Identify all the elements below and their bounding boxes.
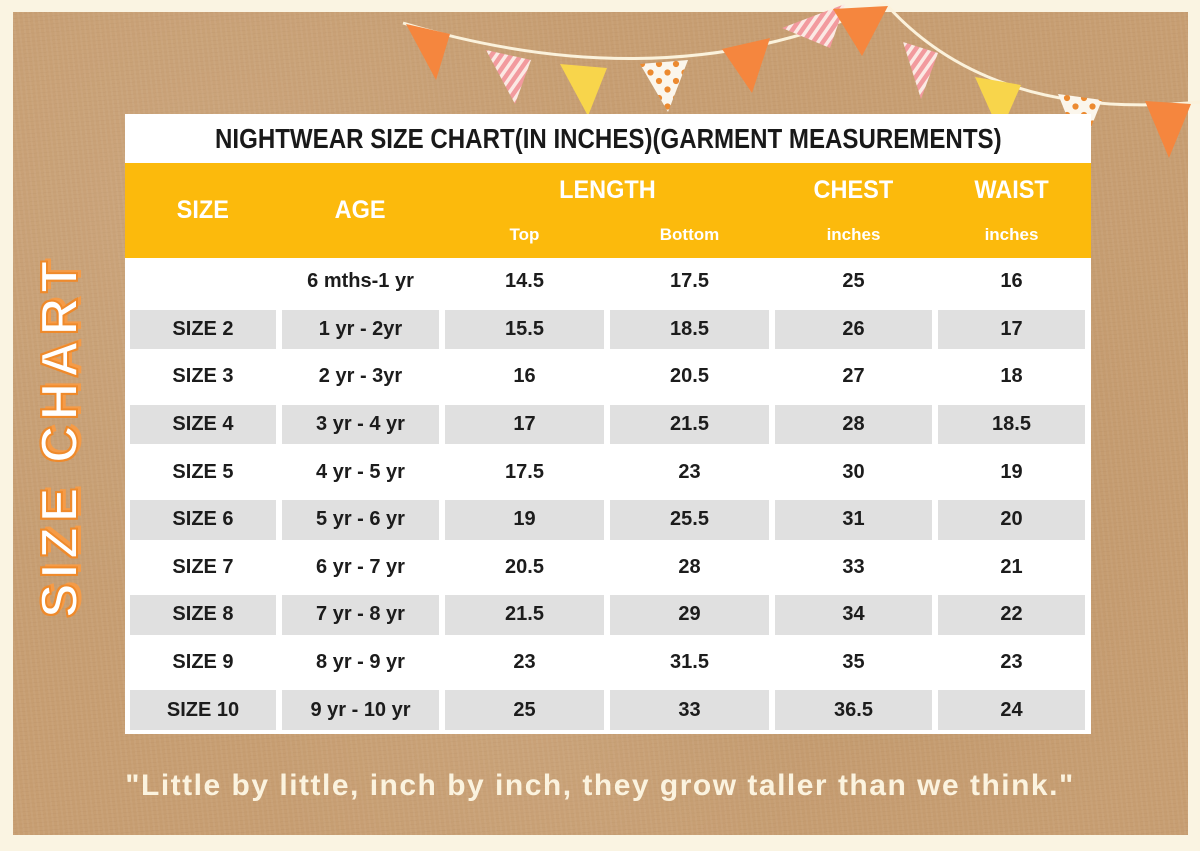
- cell-waist: 19: [1000, 460, 1023, 483]
- cell-bottom: 21.5: [610, 404, 769, 445]
- cell-chest: 36.5: [775, 690, 932, 730]
- cell-waist: 20: [938, 499, 1085, 540]
- cell-size: [130, 262, 276, 302]
- cell-top: 17.5: [505, 460, 544, 483]
- cell-bottom: 23: [678, 460, 701, 483]
- cell-size: SIZE 2: [130, 309, 276, 350]
- cell-chest: 28: [775, 404, 932, 445]
- cell-size: SIZE 3: [172, 365, 234, 388]
- cell-size: SIZE 7: [172, 555, 234, 578]
- table-row: 6 mths-1 yr 14.5 17.5 25 16: [125, 258, 1091, 306]
- col-subheader-bottom: Bottom: [659, 225, 720, 244]
- cell-age: 4 yr - 5 yr: [316, 460, 405, 483]
- table-row: SIZE 10 9 yr - 10 yr 25 33 36.5 24: [125, 686, 1091, 734]
- cell-waist: 21: [1000, 555, 1023, 578]
- cell-size: SIZE 5: [172, 460, 234, 483]
- chart-title: NIGHTWEAR SIZE CHART(IN INCHES)(GARMENT …: [125, 114, 1091, 163]
- cell-waist: 16: [1000, 270, 1023, 293]
- cell-waist: 17: [938, 309, 1085, 350]
- cell-chest: 25: [842, 270, 865, 293]
- table-row: SIZE 2 1 yr - 2yr 15.5 18.5 26 17: [125, 306, 1091, 354]
- table-row: SIZE 4 3 yr - 4 yr 17 21.5 28 18.5: [125, 401, 1091, 449]
- cell-waist: 22: [938, 595, 1085, 635]
- growth-quote: "Little by little, inch by inch, they gr…: [125, 769, 1075, 802]
- size-chart-side-label: SIZE CHART: [30, 255, 90, 619]
- cell-age: 2 yr - 3yr: [318, 365, 403, 388]
- cell-top: 19: [445, 499, 604, 540]
- col-subheader-chest-inches: inches: [826, 225, 881, 244]
- cell-age: 5 yr - 6 yr: [282, 499, 439, 540]
- cell-age: 9 yr - 10 yr: [282, 690, 439, 730]
- col-subheader-top: Top: [509, 225, 540, 244]
- cell-age: 1 yr - 2yr: [282, 309, 439, 350]
- cell-size: SIZE 6: [130, 499, 276, 540]
- table-row: SIZE 8 7 yr - 8 yr 21.5 29 34 22: [125, 591, 1091, 639]
- col-header-chest: CHEST: [813, 175, 894, 204]
- cell-size: SIZE 4: [130, 404, 276, 445]
- cell-waist: 24: [938, 690, 1085, 730]
- table-header: SIZE AGE LENGTH CHEST WAIST Top Bottom i…: [125, 163, 1091, 258]
- col-header-length: LENGTH: [558, 175, 656, 204]
- cell-chest: 27: [842, 365, 865, 388]
- cell-top: 14.5: [505, 270, 544, 293]
- cell-top: 23: [513, 651, 536, 674]
- cell-chest: 31: [775, 499, 932, 540]
- cell-age: 8 yr - 9 yr: [316, 651, 405, 674]
- table-row: SIZE 9 8 yr - 9 yr 23 31.5 35 23: [125, 639, 1091, 687]
- cell-waist: 18.5: [938, 404, 1085, 445]
- chart-title-text: NIGHTWEAR SIZE CHART(IN INCHES)(GARMENT …: [214, 122, 1002, 154]
- cell-chest: 33: [842, 555, 865, 578]
- cell-top: 17: [445, 404, 604, 445]
- cell-bottom: 17.5: [670, 270, 709, 293]
- cell-size: SIZE 8: [130, 595, 276, 635]
- cell-size: SIZE 9: [172, 651, 234, 674]
- cell-bottom: 29: [610, 595, 769, 635]
- cell-age: 6 yr - 7 yr: [316, 555, 405, 578]
- table-row: SIZE 6 5 yr - 6 yr 19 25.5 31 20: [125, 496, 1091, 544]
- cell-bottom: 33: [610, 690, 769, 730]
- cell-bottom: 20.5: [670, 365, 709, 388]
- col-subheader-waist-inches: inches: [984, 225, 1039, 244]
- cell-bottom: 18.5: [610, 309, 769, 350]
- cell-size: SIZE 10: [130, 690, 276, 730]
- col-header-waist: WAIST: [974, 175, 1049, 204]
- table-body: 6 mths-1 yr 14.5 17.5 25 16 SIZE 2 1 yr …: [125, 258, 1091, 734]
- cell-bottom: 31.5: [670, 651, 709, 674]
- cell-waist: 18: [1000, 365, 1023, 388]
- table-row: SIZE 5 4 yr - 5 yr 17.5 23 30 19: [125, 448, 1091, 496]
- cell-age: 3 yr - 4 yr: [282, 404, 439, 445]
- cell-bottom: 25.5: [610, 499, 769, 540]
- cell-top: 20.5: [505, 555, 544, 578]
- cell-top: 15.5: [445, 309, 604, 350]
- cell-age: 7 yr - 8 yr: [282, 595, 439, 635]
- table-row: SIZE 7 6 yr - 7 yr 20.5 28 33 21: [125, 544, 1091, 592]
- cell-chest: 26: [775, 309, 932, 350]
- col-header-size: SIZE: [176, 196, 230, 224]
- cell-age: 6 mths-1 yr: [307, 270, 414, 293]
- cell-top: 25: [445, 690, 604, 730]
- table-row: SIZE 3 2 yr - 3yr 16 20.5 27 18: [125, 353, 1091, 401]
- cell-chest: 30: [842, 460, 865, 483]
- col-header-age: AGE: [335, 196, 386, 224]
- cell-bottom: 28: [678, 555, 701, 578]
- size-chart-panel: NIGHTWEAR SIZE CHART(IN INCHES)(GARMENT …: [125, 114, 1091, 734]
- cell-waist: 23: [1000, 651, 1023, 674]
- cell-top: 21.5: [445, 595, 604, 635]
- cell-top: 16: [513, 365, 536, 388]
- cell-chest: 34: [775, 595, 932, 635]
- cell-chest: 35: [842, 651, 865, 674]
